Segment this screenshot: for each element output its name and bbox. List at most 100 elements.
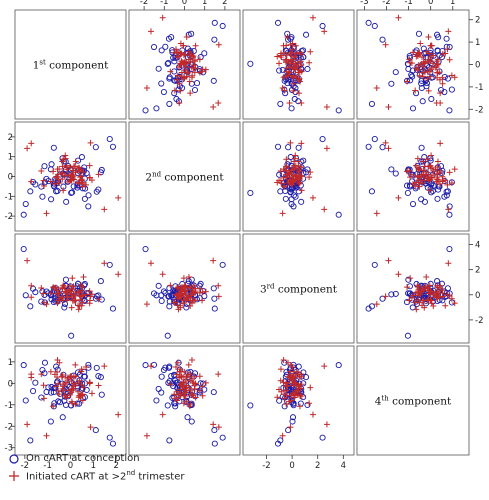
data-point-circle	[165, 364, 173, 371]
data-point-circle	[436, 52, 443, 59]
y-tick-label-2: -2	[5, 212, 13, 222]
data-point-plus	[287, 63, 294, 70]
data-point-circle	[279, 66, 286, 73]
data-point-circle	[443, 35, 450, 42]
data-point-plus	[298, 61, 305, 68]
data-point-circle	[153, 397, 160, 404]
data-point-circle	[297, 400, 304, 407]
data-point-plus	[72, 401, 79, 408]
data-point-plus	[65, 387, 72, 394]
data-point-plus	[426, 187, 433, 194]
data-point-plus	[307, 48, 314, 55]
data-point-circle	[405, 276, 412, 283]
data-point-plus	[186, 78, 193, 85]
data-point-plus	[115, 271, 122, 278]
data-point-plus	[414, 155, 421, 162]
data-point-plus	[437, 140, 444, 147]
data-point-circle	[247, 60, 254, 67]
data-point-plus	[279, 85, 286, 92]
data-point-circle	[365, 143, 372, 150]
data-point-plus	[293, 63, 300, 70]
data-point-circle	[48, 161, 55, 168]
data-point-plus	[24, 421, 31, 428]
data-point-circle	[158, 80, 165, 87]
data-point-plus	[28, 140, 35, 147]
data-point-plus	[143, 432, 150, 439]
data-point-circle	[368, 100, 375, 107]
data-point-plus	[215, 41, 222, 48]
data-point-circle	[408, 71, 415, 78]
data-point-circle	[20, 246, 27, 253]
data-point-plus	[433, 293, 440, 300]
data-point-plus	[408, 171, 415, 178]
data-point-circle	[183, 304, 190, 311]
data-point-plus	[407, 275, 414, 282]
data-point-circle	[210, 389, 217, 396]
data-point-plus	[55, 297, 62, 304]
data-point-circle	[106, 434, 113, 441]
data-point-circle	[210, 77, 217, 84]
data-point-plus	[281, 49, 288, 56]
data-point-plus	[422, 283, 429, 290]
data-point-plus	[280, 74, 287, 81]
data-point-plus	[423, 273, 430, 280]
data-point-plus	[55, 387, 62, 394]
x-tick-label-4: -2	[382, 0, 390, 7]
data-point-plus	[382, 293, 389, 300]
data-point-plus	[83, 181, 90, 188]
data-point-circle	[277, 188, 284, 195]
data-point-plus	[63, 162, 70, 169]
data-point-plus	[309, 411, 316, 418]
data-point-circle	[379, 36, 386, 43]
diagonal-label-4-text: component	[389, 396, 452, 408]
data-point-circle	[166, 437, 173, 444]
data-point-circle	[22, 200, 29, 208]
data-point-plus	[61, 392, 68, 399]
data-point-circle	[288, 105, 295, 112]
data-point-plus	[185, 48, 192, 55]
data-point-circle	[434, 195, 441, 202]
data-point-plus	[40, 290, 47, 297]
data-point-plus	[101, 260, 108, 267]
data-point-plus	[274, 53, 281, 60]
data-point-plus	[28, 294, 35, 301]
data-point-circle	[27, 303, 34, 310]
data-point-plus	[428, 66, 435, 73]
data-point-circle	[444, 75, 451, 82]
data-point-plus	[442, 50, 449, 57]
data-point-circle	[142, 246, 149, 253]
data-point-circle	[30, 388, 37, 395]
legend-label-initiated-end: trimester	[135, 471, 185, 483]
data-point-plus	[181, 368, 188, 375]
data-point-plus	[83, 364, 90, 371]
data-point-circle	[81, 195, 88, 202]
data-point-circle	[335, 211, 342, 218]
data-point-plus	[80, 273, 87, 280]
data-point-circle	[59, 414, 66, 421]
data-point-plus	[446, 56, 453, 63]
data-point-circle	[32, 289, 39, 296]
data-point-plus	[306, 59, 313, 66]
data-point-circle	[173, 95, 180, 103]
data-point-circle	[106, 136, 113, 143]
x-tick-label-3: 4	[341, 461, 346, 471]
data-point-circle	[388, 80, 395, 87]
data-point-circle	[142, 107, 149, 114]
legend-item-circle: On cART at conception	[4, 450, 184, 467]
data-point-circle	[201, 50, 208, 57]
data-point-plus	[404, 168, 411, 175]
data-point-plus	[95, 296, 102, 303]
data-point-plus	[373, 85, 380, 92]
data-point-plus	[279, 210, 286, 217]
data-point-circle	[423, 80, 430, 87]
data-point-circle	[290, 192, 297, 199]
data-point-plus	[188, 74, 195, 81]
data-point-plus	[143, 301, 150, 308]
data-point-plus	[422, 173, 429, 180]
data-point-plus	[307, 169, 314, 176]
data-point-plus	[167, 68, 174, 75]
data-point-circle	[295, 363, 302, 370]
data-point-circle	[50, 389, 57, 396]
data-point-plus	[187, 90, 194, 97]
data-point-plus	[174, 388, 181, 395]
